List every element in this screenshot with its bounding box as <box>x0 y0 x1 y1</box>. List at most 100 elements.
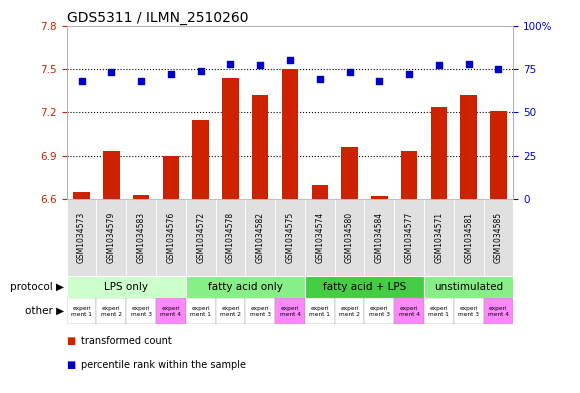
Point <box>166 71 176 77</box>
Point <box>136 78 146 84</box>
Point <box>494 66 503 72</box>
Bar <box>163 156 179 199</box>
Text: unstimulated: unstimulated <box>434 282 503 292</box>
Text: GSM1034577: GSM1034577 <box>405 212 414 263</box>
Text: ■: ■ <box>67 336 79 346</box>
Text: GSM1034584: GSM1034584 <box>375 212 384 263</box>
Bar <box>156 298 186 324</box>
Bar <box>424 298 454 324</box>
Bar <box>193 119 209 199</box>
Bar <box>305 275 424 298</box>
Text: experi
ment 2: experi ment 2 <box>101 306 122 317</box>
Bar <box>186 298 216 324</box>
Bar <box>335 199 364 275</box>
Bar <box>335 298 364 324</box>
Bar <box>245 199 275 275</box>
Point <box>196 68 205 74</box>
Bar <box>186 275 305 298</box>
Point <box>256 62 265 69</box>
Bar <box>431 107 447 199</box>
Text: experi
ment 3: experi ment 3 <box>369 306 390 317</box>
Point <box>226 61 235 67</box>
Bar <box>186 199 216 275</box>
Bar <box>275 298 305 324</box>
Bar <box>394 298 424 324</box>
Point <box>285 57 295 63</box>
Bar <box>342 147 358 199</box>
Text: experi
ment 3: experi ment 3 <box>250 306 271 317</box>
Text: GSM1034571: GSM1034571 <box>434 212 443 263</box>
Text: experi
ment 2: experi ment 2 <box>220 306 241 317</box>
Bar <box>216 199 245 275</box>
Text: GSM1034576: GSM1034576 <box>166 212 175 263</box>
Point <box>315 76 324 83</box>
Text: GSM1034572: GSM1034572 <box>196 212 205 263</box>
Text: experi
ment 4: experi ment 4 <box>161 306 182 317</box>
Text: experi
ment 3: experi ment 3 <box>458 306 479 317</box>
Bar <box>252 95 269 199</box>
Bar <box>96 298 126 324</box>
Bar <box>394 199 424 275</box>
Point <box>107 69 116 75</box>
Bar <box>371 196 387 199</box>
Bar <box>424 199 454 275</box>
Bar <box>96 199 126 275</box>
Bar <box>222 78 238 199</box>
Bar <box>156 199 186 275</box>
Point <box>375 78 384 84</box>
Text: GDS5311 / ILMN_2510260: GDS5311 / ILMN_2510260 <box>67 11 248 24</box>
Point <box>404 71 414 77</box>
Bar <box>245 298 275 324</box>
Text: GSM1034585: GSM1034585 <box>494 212 503 263</box>
Bar <box>454 199 484 275</box>
Bar <box>401 151 417 199</box>
Bar <box>364 199 394 275</box>
Text: GSM1034580: GSM1034580 <box>345 212 354 263</box>
Point <box>464 61 473 67</box>
Text: experi
ment 4: experi ment 4 <box>280 306 300 317</box>
Text: GSM1034578: GSM1034578 <box>226 212 235 263</box>
Text: GSM1034574: GSM1034574 <box>316 212 324 263</box>
Bar <box>484 199 513 275</box>
Bar <box>126 199 156 275</box>
Text: GSM1034573: GSM1034573 <box>77 212 86 263</box>
Bar <box>275 199 305 275</box>
Text: experi
ment 1: experi ment 1 <box>309 306 330 317</box>
Text: experi
ment 1: experi ment 1 <box>429 306 450 317</box>
Text: GSM1034583: GSM1034583 <box>137 212 146 263</box>
Bar <box>424 275 513 298</box>
Text: GSM1034581: GSM1034581 <box>464 212 473 263</box>
Point <box>345 69 354 75</box>
Text: percentile rank within the sample: percentile rank within the sample <box>81 360 246 369</box>
Text: GSM1034575: GSM1034575 <box>285 212 295 263</box>
Text: fatty acid + LPS: fatty acid + LPS <box>323 282 406 292</box>
Text: ■: ■ <box>67 360 79 369</box>
Text: GSM1034582: GSM1034582 <box>256 212 264 263</box>
Point <box>434 62 444 69</box>
Text: fatty acid only: fatty acid only <box>208 282 283 292</box>
Text: experi
ment 4: experi ment 4 <box>398 306 419 317</box>
Text: LPS only: LPS only <box>104 282 148 292</box>
Bar <box>484 298 513 324</box>
Bar <box>305 298 335 324</box>
Text: transformed count: transformed count <box>81 336 172 346</box>
Bar <box>126 298 156 324</box>
Text: experi
ment 4: experi ment 4 <box>488 306 509 317</box>
Text: GSM1034579: GSM1034579 <box>107 212 116 263</box>
Bar <box>67 275 186 298</box>
Bar <box>490 111 506 199</box>
Bar <box>364 298 394 324</box>
Bar <box>311 185 328 199</box>
Text: experi
ment 1: experi ment 1 <box>71 306 92 317</box>
Bar <box>74 192 90 199</box>
Text: experi
ment 3: experi ment 3 <box>130 306 151 317</box>
Bar <box>461 95 477 199</box>
Bar <box>216 298 245 324</box>
Point <box>77 78 86 84</box>
Text: protocol ▶: protocol ▶ <box>10 282 64 292</box>
Bar <box>103 151 119 199</box>
Bar <box>305 199 335 275</box>
Bar <box>67 199 96 275</box>
Text: experi
ment 2: experi ment 2 <box>339 306 360 317</box>
Bar <box>454 298 484 324</box>
